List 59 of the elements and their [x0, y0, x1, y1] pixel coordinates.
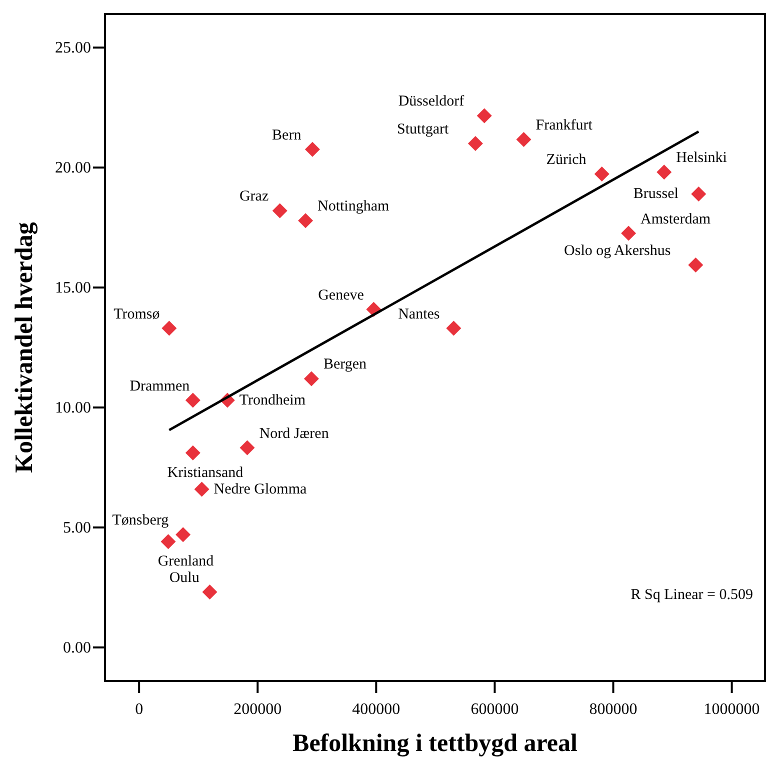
annotation: Oslo og Akershus	[564, 242, 671, 259]
annotation: Tønsberg	[112, 512, 170, 529]
point	[176, 527, 191, 542]
point	[160, 534, 176, 550]
point	[691, 186, 706, 202]
annotation: R Sq Linear = 0.509	[630, 587, 753, 603]
point	[202, 584, 218, 600]
point	[594, 166, 610, 182]
x-tick-label: 0	[135, 701, 144, 718]
annotation: Düsseldorf	[398, 94, 464, 110]
point	[185, 445, 200, 460]
y-axis-title: Kollektivandel hverdag	[11, 222, 38, 473]
y-tick-label: 15.00	[55, 280, 91, 297]
annotation: Nord Jæren	[259, 426, 330, 442]
annotation: Tromsø	[114, 306, 160, 322]
point	[304, 142, 320, 157]
annotation: Trondheim	[239, 392, 306, 408]
point	[240, 440, 255, 456]
y-tick-label: 25.00	[55, 40, 91, 57]
x-tick-label: 800000	[589, 701, 638, 718]
annotation: Grenland	[158, 554, 214, 570]
annotation: Amsterdam	[640, 211, 711, 228]
point	[621, 226, 636, 241]
annotation: Zürich	[546, 152, 587, 168]
point	[516, 132, 532, 147]
x-axis-title: Befolkning i tettbygd areal	[292, 730, 578, 757]
y-tick-label: 10.00	[55, 399, 91, 416]
x-tick-label: 1000000	[704, 701, 760, 718]
annotation: Drammen	[130, 378, 190, 394]
annotation: Stuttgart	[397, 122, 450, 138]
annotation: Nottingham	[318, 198, 390, 215]
annotation: Frankfurt	[536, 117, 594, 134]
x-tick-label: 200000	[234, 701, 282, 718]
x-tick-label: 400000	[352, 701, 400, 718]
annotation: Kristiansand	[167, 464, 244, 481]
x-tick-label: 600000	[470, 701, 519, 718]
annotation: Bergen	[323, 356, 367, 373]
annotation: Nedre Glomma	[214, 481, 308, 498]
y-tick-label: 0.00	[63, 639, 91, 656]
point	[162, 320, 177, 336]
y-tick-label: 5.00	[63, 519, 91, 536]
point	[194, 482, 210, 497]
point	[446, 320, 462, 336]
annotation: Nantes	[398, 306, 440, 322]
point	[656, 164, 672, 180]
annotation: Helsinki	[676, 150, 727, 166]
annotation: Geneve	[318, 287, 364, 304]
point	[304, 371, 319, 386]
point	[272, 203, 288, 218]
annotation: Brussel	[633, 186, 678, 202]
annotation: Graz	[239, 188, 269, 205]
annotation: Oulu	[169, 570, 200, 586]
point	[468, 136, 483, 152]
y-tick-label: 20.00	[55, 160, 91, 177]
annotation: Bern	[272, 127, 302, 144]
point	[688, 257, 704, 272]
point	[185, 392, 200, 408]
point	[476, 108, 492, 124]
point	[298, 213, 314, 228]
